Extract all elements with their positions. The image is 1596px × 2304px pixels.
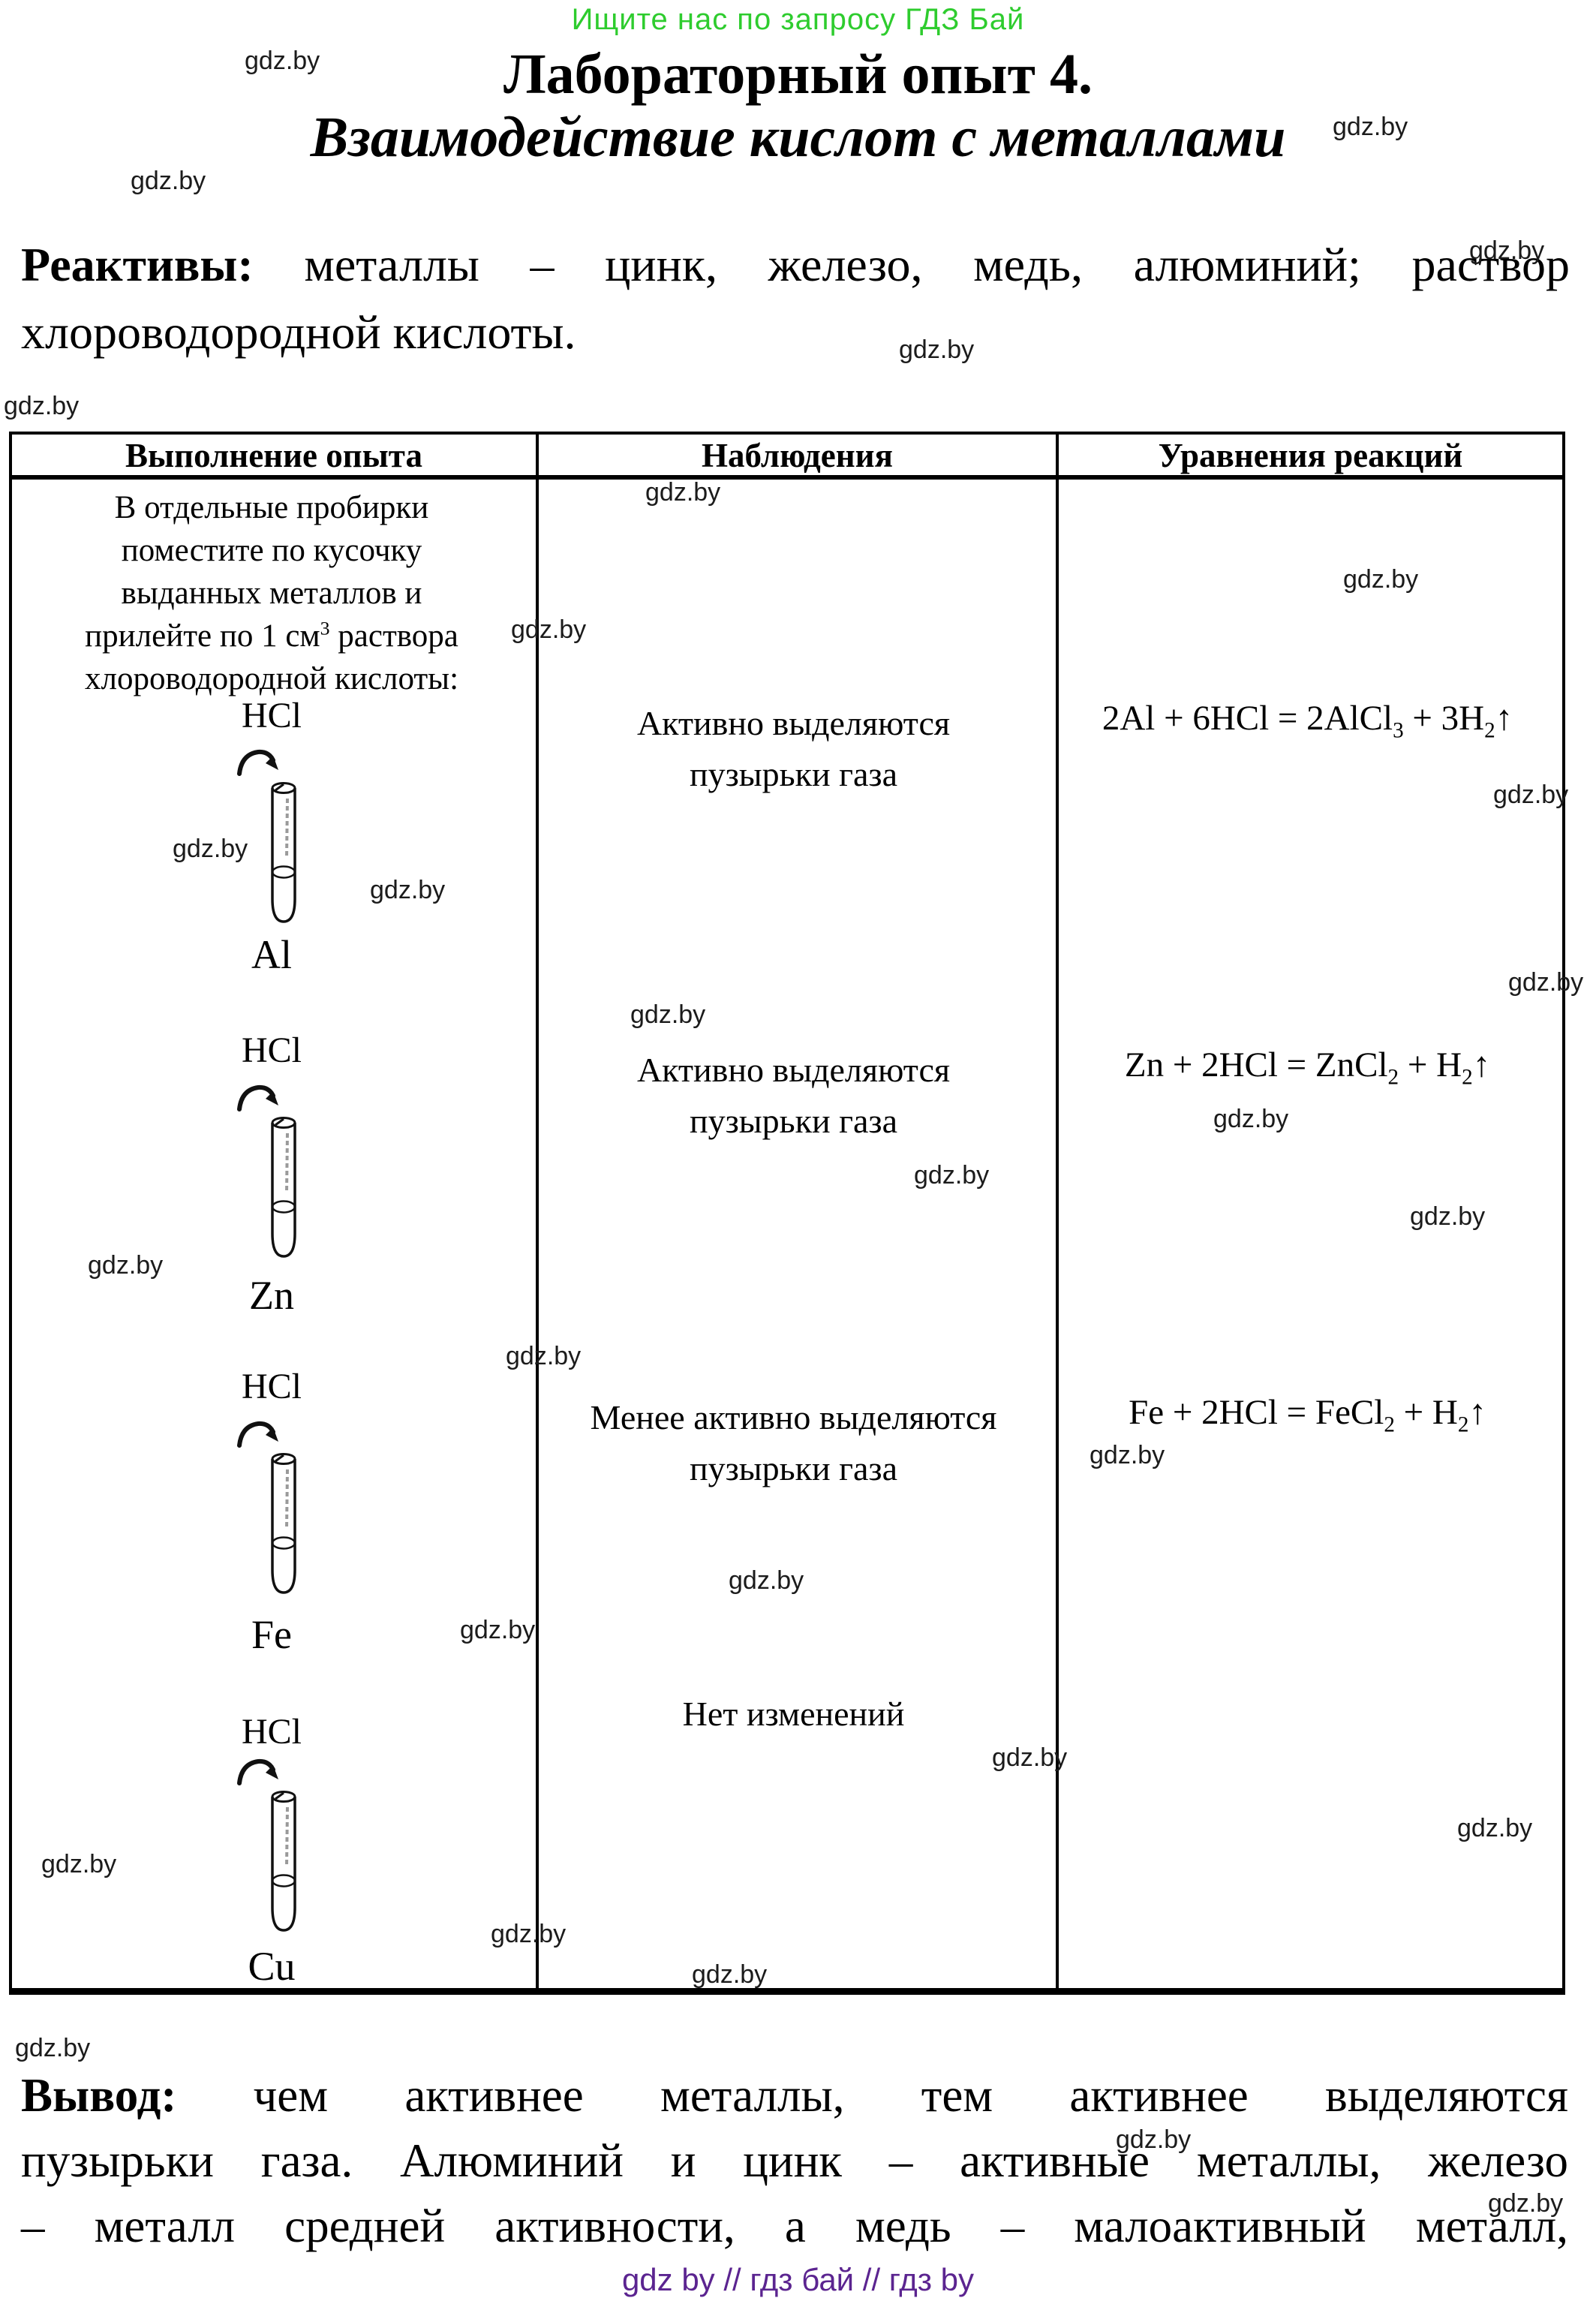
gdz-watermark: gdz.by xyxy=(506,1342,582,1370)
gdz-watermark: gdz.by xyxy=(370,876,446,904)
header-underline xyxy=(12,475,1562,480)
observation-al: Активно выделяются пузырьки газа xyxy=(534,698,1053,800)
gdz-watermark: gdz.by xyxy=(630,1000,706,1029)
gdz-watermark: gdz.by xyxy=(15,2034,91,2062)
observation-fe: Менее активно выделяются пузырьки газа xyxy=(534,1392,1053,1494)
conclusion-line-1: Вывод: чем активнее металлы, тем активне… xyxy=(21,2068,1568,2123)
gdz-watermark: gdz.by xyxy=(1213,1105,1289,1133)
results-table: Выполнение опыта Наблюдения Уравнения ре… xyxy=(9,432,1565,1995)
gdz-watermark: gdz.by xyxy=(460,1616,536,1644)
observation-cu: Нет изменений xyxy=(534,1689,1053,1740)
gdz-watermark: gdz.by xyxy=(992,1743,1068,1772)
gdz-watermark: gdz.by xyxy=(1488,2189,1564,2218)
gdz-watermark: gdz.by xyxy=(41,1850,117,1878)
reagents-line1: Реактивы: металлы – цинк, железо, медь, … xyxy=(21,237,1570,293)
pour-arrow-icon xyxy=(237,1758,278,1785)
gdz-watermark: gdz.by xyxy=(914,1161,990,1190)
footer-watermark: gdz by // гдз бай // гдз by xyxy=(621,2262,975,2297)
gdz-watermark: gdz.by xyxy=(1343,565,1419,594)
column-header-equations: Уравнения реакций xyxy=(1158,437,1463,474)
equation-zn: Zn + 2HCl = ZnCl2 + H2↑ xyxy=(1124,1045,1491,1090)
equation-fe: Fe + 2HCl = FeCl2 + H2↑ xyxy=(1129,1393,1486,1437)
procedure-line: прилейте по 1 см3 раствора xyxy=(85,617,458,654)
observation-line: Активно выделяются xyxy=(636,704,951,742)
gdz-watermark: gdz.by xyxy=(173,835,248,863)
observation-line: пузырьки газа xyxy=(689,755,897,793)
observation-line: пузырьки газа xyxy=(689,1102,897,1140)
gdz-watermark: gdz.by xyxy=(1508,968,1584,997)
observation-line: Нет изменений xyxy=(682,1695,905,1733)
reagents-text: металлы – цинк, железо, медь, алюминий; … xyxy=(304,238,1570,291)
gdz-watermark: gdz.by xyxy=(1333,113,1408,141)
test-tube-cu xyxy=(271,1791,296,1932)
gdz-watermark: gdz.by xyxy=(1116,2125,1192,2154)
procedure-line: поместите по кусочку xyxy=(121,533,422,568)
gdz-watermark: gdz.by xyxy=(899,335,975,364)
gdz-watermark: gdz.by xyxy=(131,167,206,195)
page-title: Лабораторный опыт 4. xyxy=(503,43,1093,106)
test-tube-zn xyxy=(271,1117,296,1258)
column-header-observations: Наблюдения xyxy=(702,437,893,474)
gdz-watermark: gdz.by xyxy=(245,47,320,75)
conclusion-line-2: пузырьки газа. Алюминий и цинк – активны… xyxy=(21,2134,1568,2187)
reagent-label-hcl-4: HCl xyxy=(241,1712,302,1752)
conclusion-text: чем активнее металлы, тем активнее выдел… xyxy=(253,2069,1568,2122)
reagent-label-hcl-1: HCl xyxy=(241,696,302,735)
procedure-text: В отдельные пробирки поместите по кусочк… xyxy=(16,486,527,700)
gdz-watermark: gdz.by xyxy=(4,392,80,420)
gdz-watermark: gdz.by xyxy=(1457,1814,1533,1842)
metal-label-al: Al xyxy=(251,932,292,977)
pour-arrow-icon xyxy=(237,1421,278,1448)
gdz-watermark: gdz.by xyxy=(729,1566,804,1595)
page-subtitle: Взаимодействие кислот с металлами xyxy=(310,106,1286,169)
procedure-line: В отдельные пробирки xyxy=(114,490,429,525)
column-divider-2 xyxy=(1056,435,1059,1988)
gdz-watermark: gdz.by xyxy=(692,1960,768,1989)
gdz-watermark: gdz.by xyxy=(645,478,721,507)
metal-label-cu: Cu xyxy=(248,1944,296,1989)
reagents-label: Реактивы: xyxy=(21,238,254,291)
observation-line: Активно выделяются xyxy=(636,1051,951,1089)
test-tube-al xyxy=(271,782,296,923)
gdz-watermark: gdz.by xyxy=(511,615,587,644)
reagent-label-hcl-2: HCl xyxy=(241,1030,302,1070)
conclusion-line-3: – металл средней активности, а медь – ма… xyxy=(21,2200,1568,2252)
gdz-watermark: gdz.by xyxy=(1493,781,1569,809)
reagent-label-hcl-3: HCl xyxy=(241,1367,302,1406)
pour-arrow-icon xyxy=(237,749,278,776)
column-divider-1 xyxy=(536,435,539,1988)
procedure-line: хлороводородной кислоты: xyxy=(84,661,459,696)
gdz-watermark: gdz.by xyxy=(1410,1202,1486,1231)
reagents-line2: хлороводородной кислоты. xyxy=(21,305,576,359)
gdz-watermark: gdz.by xyxy=(1469,236,1545,265)
gdz-watermark: gdz.by xyxy=(491,1920,567,1948)
metal-label-fe: Fe xyxy=(251,1612,292,1657)
pour-arrow-icon xyxy=(237,1084,278,1111)
test-tube-fe xyxy=(271,1453,296,1594)
observation-line: Менее активно выделяются xyxy=(590,1398,997,1436)
conclusion-label: Вывод: xyxy=(21,2069,177,2122)
procedure-line: выданных металлов и xyxy=(121,576,422,611)
equation-al: 2Al + 6HCl = 2AlCl3 + 3H2↑ xyxy=(1102,699,1513,743)
column-header-procedure: Выполнение опыта xyxy=(125,437,422,474)
gdz-watermark: gdz.by xyxy=(88,1251,164,1280)
metal-label-zn: Zn xyxy=(249,1273,294,1318)
observation-line: пузырьки газа xyxy=(689,1449,897,1487)
promo-banner: Ищите нас по запросу ГДЗ Бай xyxy=(571,3,1025,36)
observation-zn: Активно выделяются пузырьки газа xyxy=(534,1045,1053,1147)
gdz-watermark: gdz.by xyxy=(1090,1441,1165,1469)
